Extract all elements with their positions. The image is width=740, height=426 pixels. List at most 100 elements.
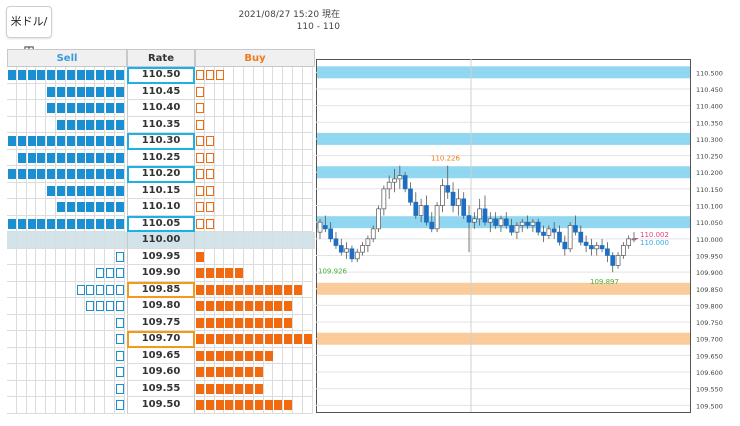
sell-header: Sell [7,49,127,67]
sell-grid-cell [36,116,47,133]
buy-order-marker [264,301,273,311]
buy-grid-cell [204,298,215,315]
buy-grid-cell [263,265,274,282]
buy-order-marker [196,202,204,212]
sell-grid-cell [114,133,125,150]
sell-grid-cell [65,281,76,298]
sell-grid-cell [65,182,76,199]
order-row: 109.75 [7,314,315,331]
buy-grid-cell [253,248,264,265]
buy-grid-cell [283,314,293,331]
sell-order-marker [115,70,124,80]
sell-order-marker [66,169,75,179]
sell-grid-cell [114,199,125,216]
candle-up [392,178,397,183]
buy-order-marker [225,400,234,410]
candle-down [509,225,514,233]
sell-order-marker [106,185,114,196]
sell-grid-cell [26,265,37,282]
sell-grid-cell [56,83,66,100]
sell-grid-cell [46,331,56,348]
candle-up [456,198,461,206]
sell-grid-cell [16,149,27,166]
sell-order-marker [27,136,36,146]
sell-grid-cell [56,248,66,265]
buy-order-marker [254,350,263,361]
sell-grid-cell [65,298,76,315]
buy-order-marker [225,350,234,361]
buy-grid-cell [234,67,244,84]
sell-grid-cell [36,248,47,265]
sell-grid-cell [95,133,105,150]
sell-grid-cell [7,199,17,216]
sell-order-band [317,132,690,145]
candle-down [525,221,530,226]
candle-down [557,231,562,243]
sell-grid-cell [85,100,96,117]
sell-order-marker [47,152,56,163]
buy-grid-cell [273,67,284,84]
sell-grid-cell [85,133,96,150]
candle-down [599,245,605,250]
sell-order-marker [8,70,16,80]
sell-grid-cell [56,265,66,282]
sell-order-marker [76,136,85,146]
sell-grid-cell [36,215,47,232]
buy-order-marker [196,70,204,80]
sell-grid-cell [65,380,76,397]
buy-grid-cell [302,232,313,249]
sell-grid-cell [56,67,66,84]
price-chart[interactable]: 110.500 110.450 110.400 110.350 110.300 110.2… [316,51,740,419]
sell-order-marker [96,284,105,295]
sell-grid-cell [75,100,86,117]
buy-grid-cell [195,166,205,183]
rate-cell: 109.55 [127,380,195,397]
buy-grid-cell [263,298,274,315]
buy-grid-cell [204,149,215,166]
buy-order-marker [254,301,263,311]
sell-order-marker [96,103,105,113]
buy-grid-cell [224,83,235,100]
sell-grid-cell [105,298,115,315]
buy-order-marker [215,301,224,311]
buy-grid-cell [273,331,284,348]
sell-grid-cell [16,182,27,199]
sell-order-marker [86,202,95,212]
buy-header: Buy [195,49,315,67]
buy-grid-cell [195,67,205,84]
buy-grid-cell [273,298,284,315]
buy-grid-cell [263,397,274,414]
sell-order-marker [106,70,114,80]
rate-cell: 110.00 [127,232,195,249]
sell-grid-cell [7,215,17,232]
buy-grid-cell [234,248,244,265]
buy-order-marker [284,284,293,295]
buy-order-marker [205,218,214,229]
sell-grid-cell [85,298,96,315]
sell-grid-cell [75,182,86,199]
price-chart-svg: 110.500 110.450 110.400 110.350 110.300 110.2… [316,51,723,413]
sell-grid-cell [114,298,125,315]
sell-grid-cell [46,199,56,216]
sell-grid-cell [36,232,47,249]
currency-pair-button[interactable]: 米ドル/円 [6,6,52,58]
sell-grid-cell [16,314,27,331]
buy-grid-cell [195,397,205,414]
sell-grid-cell [95,265,105,282]
buy-grid-cell [293,149,303,166]
sell-order-marker [57,103,65,113]
buy-order-marker [235,301,244,311]
sell-grid-cell [56,347,66,364]
buy-grid-cell [195,248,205,265]
buy-order-marker [264,400,273,410]
sell-grid-cell [85,248,96,265]
order-row: 109.85 [7,281,315,298]
sell-grid-cell [85,116,96,133]
sell-grid-cell [26,397,37,414]
sell-grid-cell [114,182,125,199]
buy-grid-cell [283,215,293,232]
sell-grid-cell [26,83,37,100]
sell-order-marker [27,152,36,163]
sell-order-marker [47,218,56,229]
rate-cell: 109.65 [127,347,195,364]
